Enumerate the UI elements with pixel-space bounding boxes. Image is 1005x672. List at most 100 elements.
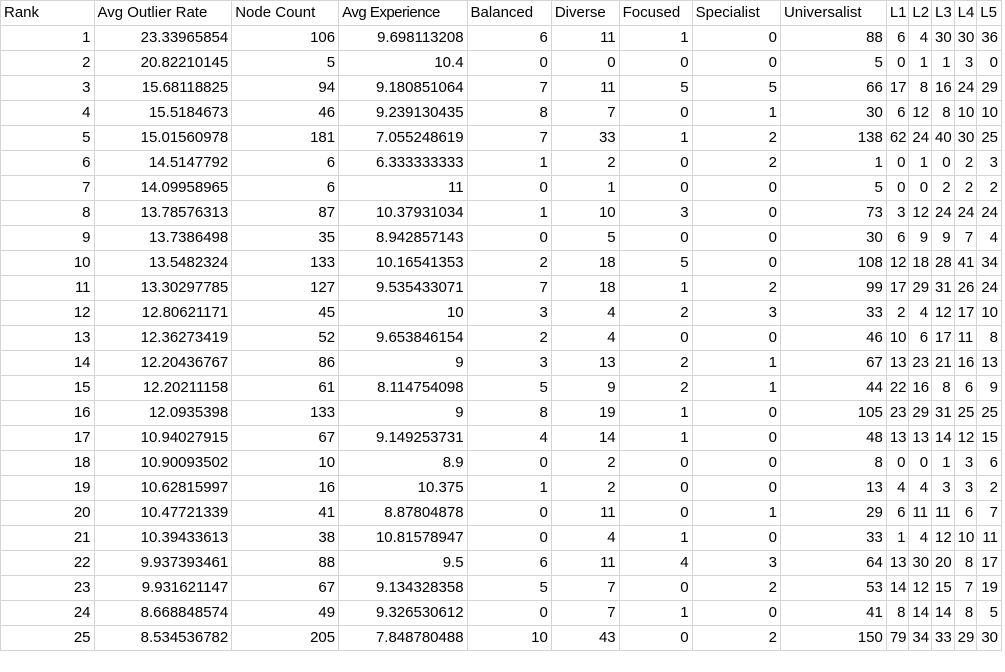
cell-l1[interactable]: 0	[885, 450, 910, 476]
cell-diverse[interactable]: 2	[550, 475, 620, 501]
cell-l2[interactable]: 1	[908, 150, 933, 176]
cell-rank[interactable]: 23	[0, 575, 95, 601]
cell-l2[interactable]: 8	[908, 75, 933, 101]
cell-l1[interactable]: 13	[885, 550, 910, 576]
cell-specialist[interactable]: 2	[691, 125, 781, 151]
cell-diverse[interactable]: 2	[550, 450, 620, 476]
cell-node-count[interactable]: 86	[231, 350, 340, 376]
cell-avg-outlier-rate[interactable]: 14.09958965	[93, 175, 233, 201]
cell-avg-experience[interactable]: 10.4	[338, 50, 468, 76]
cell-avg-experience[interactable]: 10.375	[338, 475, 468, 501]
cell-l2[interactable]: 24	[908, 125, 933, 151]
cell-node-count[interactable]: 87	[231, 200, 340, 226]
cell-avg-outlier-rate[interactable]: 9.937393461	[93, 550, 233, 576]
cell-diverse[interactable]: 0	[550, 50, 620, 76]
cell-avg-experience[interactable]: 7.848780488	[338, 625, 468, 651]
cell-balanced[interactable]: 0	[466, 500, 552, 526]
cell-focused[interactable]: 0	[618, 100, 693, 126]
cell-l3[interactable]: 11	[931, 500, 955, 526]
cell-avg-experience[interactable]: 9.698113208	[338, 25, 468, 51]
cell-l2[interactable]: 11	[908, 500, 933, 526]
cell-diverse[interactable]: 4	[550, 325, 620, 351]
cell-universalist[interactable]: 64	[779, 550, 887, 576]
cell-node-count[interactable]: 38	[231, 525, 340, 551]
cell-balanced[interactable]: 0	[466, 225, 552, 251]
cell-diverse[interactable]: 5	[550, 225, 620, 251]
cell-balanced[interactable]: 6	[466, 550, 552, 576]
cell-focused[interactable]: 5	[618, 250, 693, 276]
cell-diverse[interactable]: 18	[550, 275, 620, 301]
cell-specialist[interactable]: 0	[691, 600, 781, 626]
cell-universalist[interactable]: 44	[779, 375, 887, 401]
cell-universalist[interactable]: 1	[779, 150, 887, 176]
cell-l1[interactable]: 6	[885, 100, 910, 126]
cell-l4[interactable]: 12	[953, 425, 978, 451]
cell-balanced[interactable]: 7	[466, 75, 552, 101]
cell-avg-experience[interactable]: 8.9	[338, 450, 468, 476]
cell-l1[interactable]: 13	[885, 350, 910, 376]
cell-l1[interactable]: 62	[885, 125, 910, 151]
cell-node-count[interactable]: 67	[231, 575, 340, 601]
cell-l5[interactable]: 34	[976, 250, 1002, 276]
cell-l2[interactable]: 12	[908, 100, 933, 126]
cell-avg-experience[interactable]: 10.81578947	[338, 525, 468, 551]
cell-avg-experience[interactable]: 11	[338, 175, 468, 201]
cell-avg-outlier-rate[interactable]: 15.5184673	[93, 100, 233, 126]
cell-focused[interactable]: 0	[618, 575, 693, 601]
cell-l1[interactable]: 3	[885, 200, 910, 226]
cell-specialist[interactable]: 1	[691, 375, 781, 401]
cell-l5[interactable]: 7	[976, 500, 1002, 526]
cell-l3[interactable]: 31	[931, 275, 955, 301]
cell-universalist[interactable]: 105	[779, 400, 887, 426]
cell-avg-outlier-rate[interactable]: 13.78576313	[93, 200, 233, 226]
cell-focused[interactable]: 2	[618, 350, 693, 376]
cell-node-count[interactable]: 181	[231, 125, 340, 151]
cell-l2[interactable]: 4	[908, 475, 933, 501]
cell-l5[interactable]: 24	[976, 275, 1002, 301]
cell-focused[interactable]: 0	[618, 225, 693, 251]
cell-avg-experience[interactable]: 9	[338, 350, 468, 376]
cell-focused[interactable]: 1	[618, 425, 693, 451]
header-cell-specialist[interactable]: Specialist	[691, 0, 781, 26]
cell-universalist[interactable]: 46	[779, 325, 887, 351]
cell-l1[interactable]: 17	[885, 75, 910, 101]
cell-focused[interactable]: 0	[618, 475, 693, 501]
cell-universalist[interactable]: 53	[779, 575, 887, 601]
cell-avg-outlier-rate[interactable]: 20.82210145	[93, 50, 233, 76]
cell-avg-outlier-rate[interactable]: 12.80621171	[93, 300, 233, 326]
cell-diverse[interactable]: 7	[550, 575, 620, 601]
cell-l5[interactable]: 8	[976, 325, 1002, 351]
cell-l4[interactable]: 16	[953, 350, 978, 376]
cell-focused[interactable]: 5	[618, 75, 693, 101]
header-cell-l5[interactable]: L5	[976, 0, 1002, 26]
cell-focused[interactable]: 4	[618, 550, 693, 576]
cell-node-count[interactable]: 5	[231, 50, 340, 76]
cell-avg-outlier-rate[interactable]: 13.5482324	[93, 250, 233, 276]
cell-focused[interactable]: 1	[618, 400, 693, 426]
cell-avg-experience[interactable]: 9.326530612	[338, 600, 468, 626]
cell-l2[interactable]: 0	[908, 175, 933, 201]
header-cell-l2[interactable]: L2	[908, 0, 933, 26]
cell-specialist[interactable]: 0	[691, 425, 781, 451]
cell-l4[interactable]: 26	[953, 275, 978, 301]
cell-l4[interactable]: 24	[953, 75, 978, 101]
cell-focused[interactable]: 1	[618, 275, 693, 301]
cell-focused[interactable]: 1	[618, 125, 693, 151]
cell-specialist[interactable]: 2	[691, 275, 781, 301]
cell-diverse[interactable]: 4	[550, 525, 620, 551]
cell-specialist[interactable]: 3	[691, 300, 781, 326]
cell-avg-outlier-rate[interactable]: 23.33965854	[93, 25, 233, 51]
cell-universalist[interactable]: 108	[779, 250, 887, 276]
cell-l5[interactable]: 29	[976, 75, 1002, 101]
cell-specialist[interactable]: 3	[691, 550, 781, 576]
cell-specialist[interactable]: 0	[691, 475, 781, 501]
cell-l3[interactable]: 8	[931, 375, 955, 401]
cell-balanced[interactable]: 2	[466, 250, 552, 276]
cell-avg-experience[interactable]: 7.055248619	[338, 125, 468, 151]
cell-specialist[interactable]: 0	[691, 325, 781, 351]
cell-l5[interactable]: 13	[976, 350, 1002, 376]
cell-universalist[interactable]: 150	[779, 625, 887, 651]
cell-rank[interactable]: 11	[0, 275, 95, 301]
header-cell-universalist[interactable]: Universalist	[779, 0, 887, 26]
cell-node-count[interactable]: 46	[231, 100, 340, 126]
